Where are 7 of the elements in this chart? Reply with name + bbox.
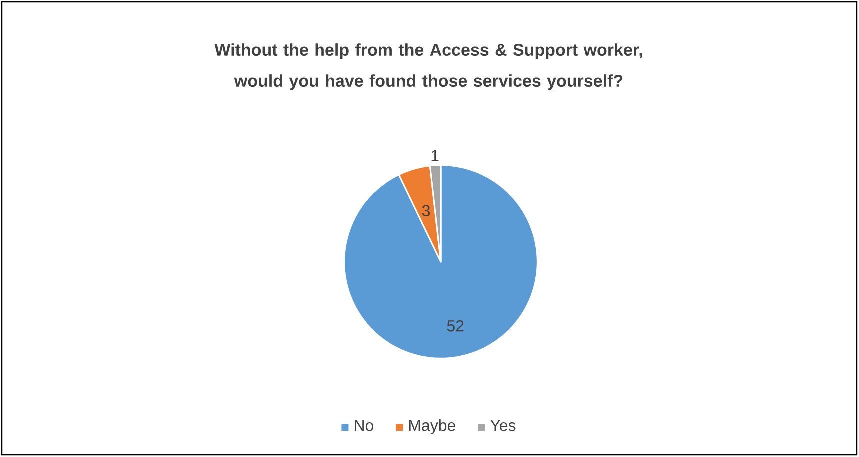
data-label: 3 <box>422 205 430 217</box>
legend-label: Yes <box>490 420 516 432</box>
legend-label: Maybe <box>409 420 456 434</box>
legend-label: No <box>355 420 374 432</box>
data-label: 52 <box>447 320 464 332</box>
chart-title: Without the help from the Access & Support worker, would you have found those services yourself? <box>214 44 642 90</box>
data-label: 1 <box>432 150 439 162</box>
